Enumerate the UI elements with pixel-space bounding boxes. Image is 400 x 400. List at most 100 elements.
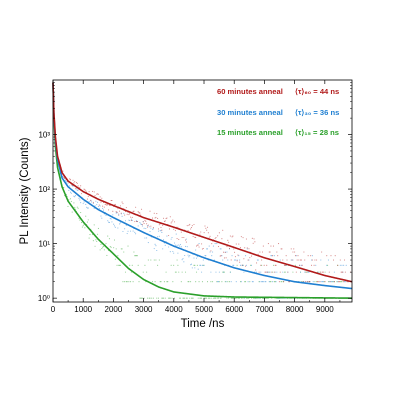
- data-point: [169, 216, 171, 218]
- data-point: [173, 297, 176, 299]
- data-point: [126, 281, 128, 283]
- data-point: [132, 210, 134, 212]
- data-point: [240, 236, 242, 238]
- data-point: [152, 228, 154, 230]
- legend-label: 60 minutes anneal: [217, 87, 283, 96]
- data-point: [227, 281, 229, 283]
- data-point: [227, 259, 229, 261]
- data-point: [124, 214, 126, 216]
- data-point: [329, 281, 331, 283]
- data-point: [145, 220, 147, 222]
- data-point: [243, 258, 245, 260]
- data-point: [142, 271, 144, 273]
- data-point: [209, 251, 211, 253]
- data-point: [319, 271, 321, 273]
- data-point: [332, 281, 334, 283]
- data-point: [209, 235, 211, 237]
- x-tick-label: 6000: [225, 305, 243, 314]
- data-point: [223, 251, 225, 253]
- data-point: [155, 245, 157, 247]
- data-point: [82, 203, 84, 205]
- data-point: [197, 297, 199, 299]
- data-point: [110, 218, 112, 220]
- data-point: [160, 226, 162, 228]
- data-point: [224, 251, 226, 254]
- data-point: [262, 245, 264, 247]
- data-point: [174, 244, 176, 246]
- data-point: [100, 201, 102, 203]
- data-point: [256, 262, 258, 264]
- data-point: [220, 255, 222, 257]
- data-point: [341, 271, 343, 273]
- data-point: [75, 188, 77, 190]
- data-point: [278, 281, 280, 283]
- data-point: [247, 259, 249, 261]
- data-point: [305, 281, 307, 283]
- data-point: [129, 213, 131, 215]
- data-point: [311, 259, 313, 261]
- data-point: [102, 207, 104, 209]
- data-point: [225, 281, 227, 283]
- data-point: [158, 259, 160, 261]
- data-point: [216, 243, 218, 245]
- data-point: [244, 247, 246, 249]
- data-point: [217, 281, 219, 283]
- data-point: [230, 281, 232, 283]
- data-point: [84, 227, 86, 229]
- data-point: [172, 219, 174, 221]
- data-point: [344, 281, 346, 283]
- data-point: [117, 208, 119, 210]
- data-point: [343, 264, 345, 266]
- data-point: [179, 297, 181, 299]
- data-point: [270, 281, 272, 283]
- data-point: [311, 255, 313, 257]
- data-point: [201, 271, 203, 273]
- fit-curve: [52, 82, 352, 299]
- data-point: [179, 245, 181, 247]
- fit-curve: [52, 82, 353, 283]
- data-point: [180, 281, 182, 283]
- data-point: [75, 181, 77, 184]
- data-point: [303, 281, 305, 283]
- data-point: [108, 204, 110, 206]
- data-point: [208, 297, 210, 299]
- data-point: [261, 259, 263, 261]
- data-point: [163, 220, 165, 222]
- data-point: [201, 281, 203, 283]
- data-point: [105, 242, 107, 244]
- data-point: [304, 271, 306, 273]
- data-point: [88, 237, 90, 239]
- data-point: [189, 297, 191, 299]
- data-point: [152, 226, 154, 229]
- x-tick-label: 0: [51, 305, 56, 314]
- data-point: [80, 202, 82, 204]
- data-point: [153, 212, 155, 214]
- data-point: [201, 243, 203, 245]
- data-point: [193, 264, 195, 266]
- data-point: [247, 281, 249, 283]
- data-point: [112, 210, 114, 212]
- data-point: [162, 239, 165, 241]
- data-point: [169, 251, 171, 253]
- data-point: [100, 215, 102, 217]
- x-tick-label: 9000: [316, 305, 334, 314]
- data-point: [141, 297, 143, 299]
- data-point: [238, 243, 240, 245]
- data-point: [79, 187, 81, 189]
- data-point: [198, 246, 200, 248]
- data-point: [69, 185, 71, 187]
- data-point: [282, 271, 284, 273]
- data-point: [69, 198, 72, 200]
- data-point: [273, 255, 275, 257]
- data-point: [189, 255, 191, 257]
- data-point: [127, 230, 129, 232]
- data-point: [127, 245, 129, 247]
- data-point: [181, 259, 183, 261]
- data-point: [71, 211, 73, 213]
- data-point: [173, 252, 175, 254]
- data-point: [81, 226, 83, 228]
- data-point: [85, 190, 87, 192]
- data-point: [274, 271, 276, 273]
- data-point: [226, 246, 228, 248]
